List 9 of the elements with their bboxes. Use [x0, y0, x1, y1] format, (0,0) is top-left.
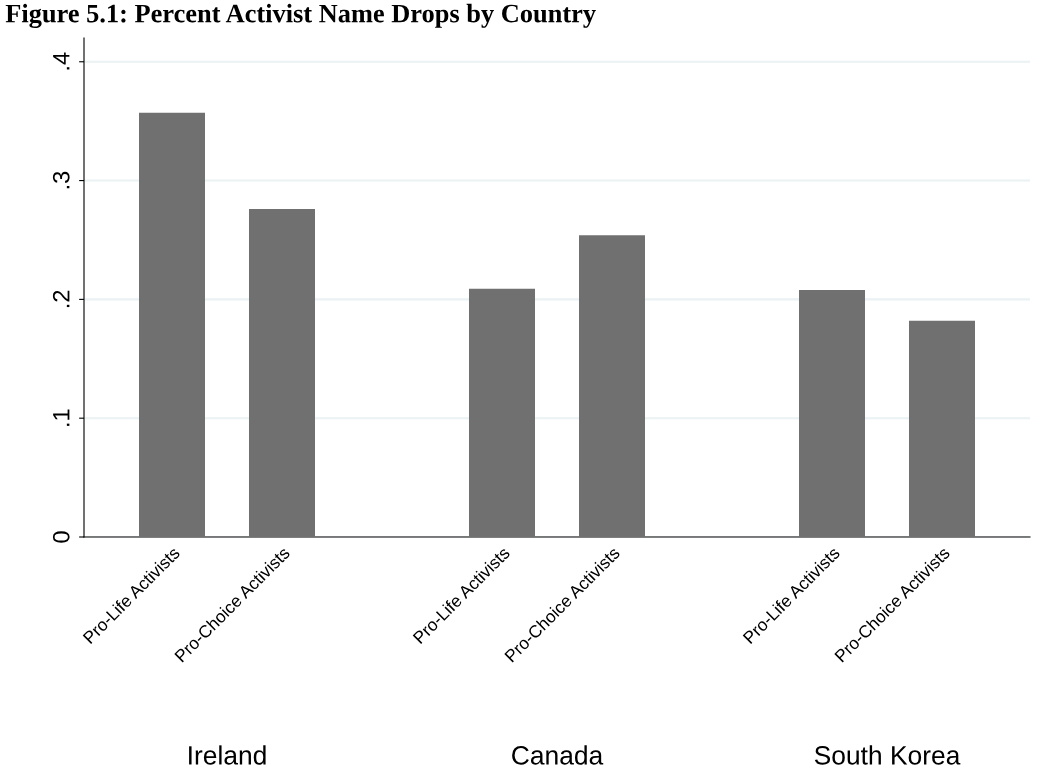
text: Canada: [512, 745, 604, 765]
y-tick-label: .3: [52, 171, 70, 189]
y-tick-label: .4: [53, 52, 70, 70]
y-tick-label: .1: [53, 409, 70, 426]
y-tick-label: .2: [52, 290, 70, 308]
y-tick-label: 0: [52, 531, 70, 543]
text: South Korea: [814, 745, 961, 765]
text: Ireland: [189, 745, 266, 765]
chart-title: Figure 5.1: Percent Activist Name Drops by Country: [5, 3, 596, 28]
